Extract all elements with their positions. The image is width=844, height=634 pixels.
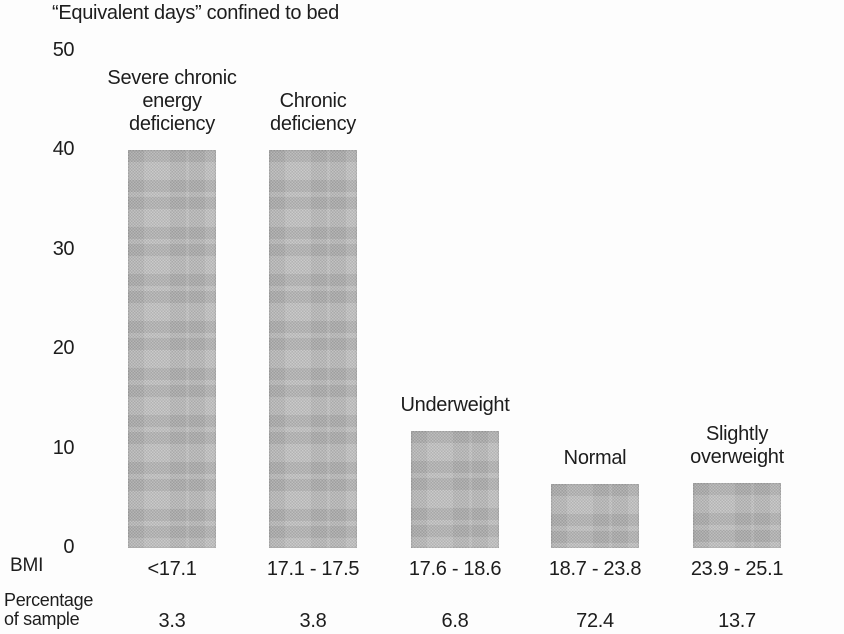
bar-category-label: Underweight bbox=[400, 393, 510, 416]
bar bbox=[128, 150, 216, 548]
y-tick-label: 10 bbox=[52, 436, 75, 459]
percentage-row-header: Percentage of sample bbox=[4, 590, 94, 629]
bmi-row-header: BMI bbox=[10, 555, 44, 576]
bar bbox=[411, 430, 499, 548]
bar-category-label: Normal bbox=[563, 447, 627, 470]
bar-category-label: Slightly overweight bbox=[690, 423, 784, 469]
bar-category-label: Chronic deficiency bbox=[270, 90, 356, 135]
y-tick-label: 20 bbox=[52, 337, 75, 360]
percentage-value: 13.7 bbox=[718, 610, 756, 632]
y-tick-label: 40 bbox=[52, 138, 75, 161]
bar-category-label: Severe chronic energy deficiency bbox=[107, 67, 237, 135]
chart-title: “Equivalent days” confined to bed bbox=[52, 2, 339, 24]
y-tick-label: 0 bbox=[63, 536, 74, 559]
bar bbox=[269, 150, 357, 548]
y-tick-label: 50 bbox=[52, 38, 75, 61]
percentage-value: 3.8 bbox=[299, 610, 327, 632]
bmi-range-label: 18.7 - 23.8 bbox=[548, 558, 642, 580]
percentage-value: 72.4 bbox=[576, 610, 614, 632]
bmi-range-label: 17.6 - 18.6 bbox=[408, 558, 502, 580]
bmi-range-label: <17.1 bbox=[147, 558, 197, 580]
y-tick-label: 30 bbox=[52, 237, 75, 260]
percentage-value: 3.3 bbox=[158, 610, 186, 632]
percentage-value: 6.8 bbox=[441, 610, 469, 632]
bar bbox=[551, 484, 639, 548]
bmi-range-label: 17.1 - 17.5 bbox=[266, 558, 360, 580]
bar bbox=[693, 483, 781, 548]
bmi-range-label: 23.9 - 25.1 bbox=[690, 558, 784, 580]
